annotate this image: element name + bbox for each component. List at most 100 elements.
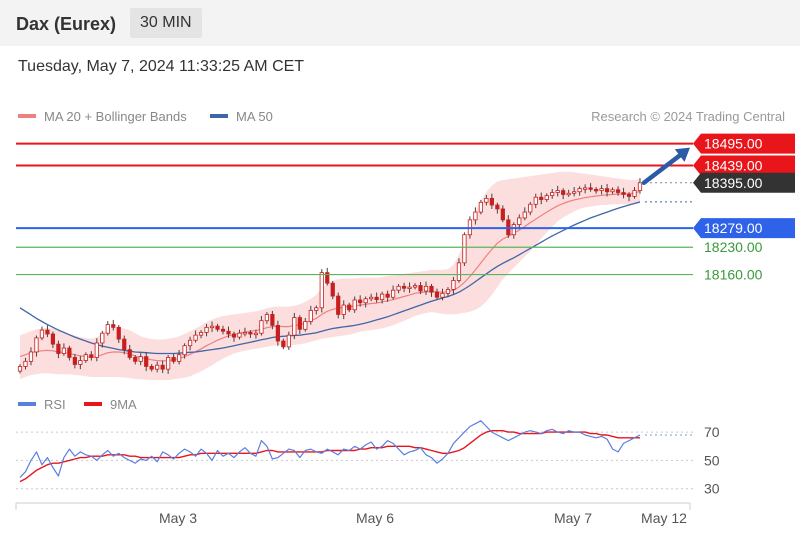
- rsi-legend: RSI 9MA: [18, 397, 137, 412]
- candle-body: [588, 187, 593, 190]
- candle: [149, 364, 154, 372]
- candle: [226, 326, 231, 338]
- candle-body: [566, 192, 571, 196]
- candle: [429, 283, 434, 297]
- pivot-price-tag: [693, 218, 795, 239]
- resistance-level-label: 18495.00: [704, 136, 763, 152]
- candle-body: [138, 356, 143, 362]
- candle-body: [390, 289, 396, 298]
- candle: [319, 269, 324, 313]
- candle: [434, 288, 440, 300]
- candle: [572, 187, 577, 197]
- candle-body: [440, 292, 445, 298]
- candle-body: [401, 285, 407, 289]
- candle: [374, 292, 379, 303]
- candle: [385, 290, 390, 302]
- instrument-title: Dax (Eurex): [16, 14, 117, 34]
- candle-body: [341, 304, 346, 315]
- candle: [138, 353, 143, 366]
- candle-body: [17, 366, 23, 372]
- candle-body: [495, 204, 500, 210]
- candle: [380, 291, 385, 304]
- candle-body: [89, 354, 94, 358]
- candle-body: [264, 314, 270, 322]
- candle-body: [248, 332, 253, 335]
- candle-body: [517, 217, 522, 225]
- candle-body: [209, 325, 215, 329]
- candle-body: [215, 325, 220, 330]
- candle: [204, 323, 209, 337]
- candle: [347, 302, 352, 313]
- candle-body: [489, 197, 494, 206]
- candle: [588, 183, 593, 192]
- candle-body: [286, 334, 291, 348]
- candle: [604, 183, 610, 197]
- candle: [363, 296, 368, 308]
- candle: [533, 193, 538, 209]
- candle: [610, 187, 615, 195]
- candle: [511, 222, 516, 239]
- candle-body: [418, 285, 423, 292]
- candle: [308, 305, 313, 325]
- candle-body: [528, 203, 533, 213]
- rsi-tick-label: 50: [704, 452, 720, 468]
- candle: [78, 355, 83, 370]
- candle-body: [396, 285, 401, 291]
- last-price-tag: [693, 172, 795, 193]
- candle: [561, 188, 566, 200]
- support-level-label: 18160.00: [704, 267, 763, 283]
- candle: [500, 205, 505, 223]
- candle: [489, 193, 494, 209]
- candle-body: [122, 338, 127, 351]
- candle-body: [599, 188, 604, 191]
- candle-body: [292, 317, 297, 336]
- candle-body: [434, 291, 440, 298]
- candle-body: [34, 337, 39, 353]
- candle: [314, 305, 319, 315]
- research-credit: Research © 2024 Trading Central: [591, 109, 785, 124]
- candle-body: [127, 349, 132, 358]
- resistance-level-label: 18439.00: [704, 158, 763, 174]
- timestamp: Tuesday, May 7, 2024 11:33:25 AM CET: [18, 58, 305, 75]
- candle-body: [352, 299, 357, 311]
- ma20-legend-label: MA 20 + Bollinger Bands: [44, 109, 187, 124]
- candle-body: [363, 298, 368, 304]
- candle-body: [45, 329, 50, 335]
- candle: [23, 357, 28, 370]
- candle-body: [550, 192, 555, 197]
- candle-body: [275, 324, 280, 342]
- candle-body: [423, 285, 429, 292]
- candle: [248, 330, 253, 338]
- candle: [401, 282, 407, 293]
- candle-body: [67, 347, 72, 358]
- candle: [193, 330, 198, 343]
- candle-body: [583, 187, 588, 190]
- candle: [72, 353, 77, 369]
- resistance-price-tag: [693, 133, 795, 154]
- candle-body: [23, 360, 28, 367]
- candle-body: [572, 191, 577, 194]
- candle: [325, 267, 330, 286]
- main-legend: MA 20 + Bollinger Bands MA 50 Research ©…: [18, 109, 785, 124]
- candle: [220, 325, 226, 335]
- last-level-label: 18395.00: [704, 175, 763, 191]
- candle: [615, 186, 621, 196]
- candle: [275, 320, 280, 346]
- candle-body: [166, 357, 171, 370]
- candle: [111, 319, 116, 331]
- candle: [621, 187, 626, 199]
- interval-badge[interactable]: 30 MIN: [130, 8, 202, 38]
- candle-body: [544, 195, 549, 200]
- rsi-legend-label: RSI: [44, 397, 66, 412]
- rsi-ma-legend-label: 9MA: [110, 397, 137, 412]
- candle-body: [407, 286, 412, 289]
- candle-body: [604, 188, 610, 193]
- candle: [187, 336, 193, 351]
- rsi-tick-label: 70: [704, 424, 720, 440]
- candle: [182, 343, 187, 359]
- candle: [198, 330, 204, 339]
- candle-body: [297, 317, 302, 330]
- candle-body: [111, 324, 116, 328]
- candle: [445, 287, 451, 298]
